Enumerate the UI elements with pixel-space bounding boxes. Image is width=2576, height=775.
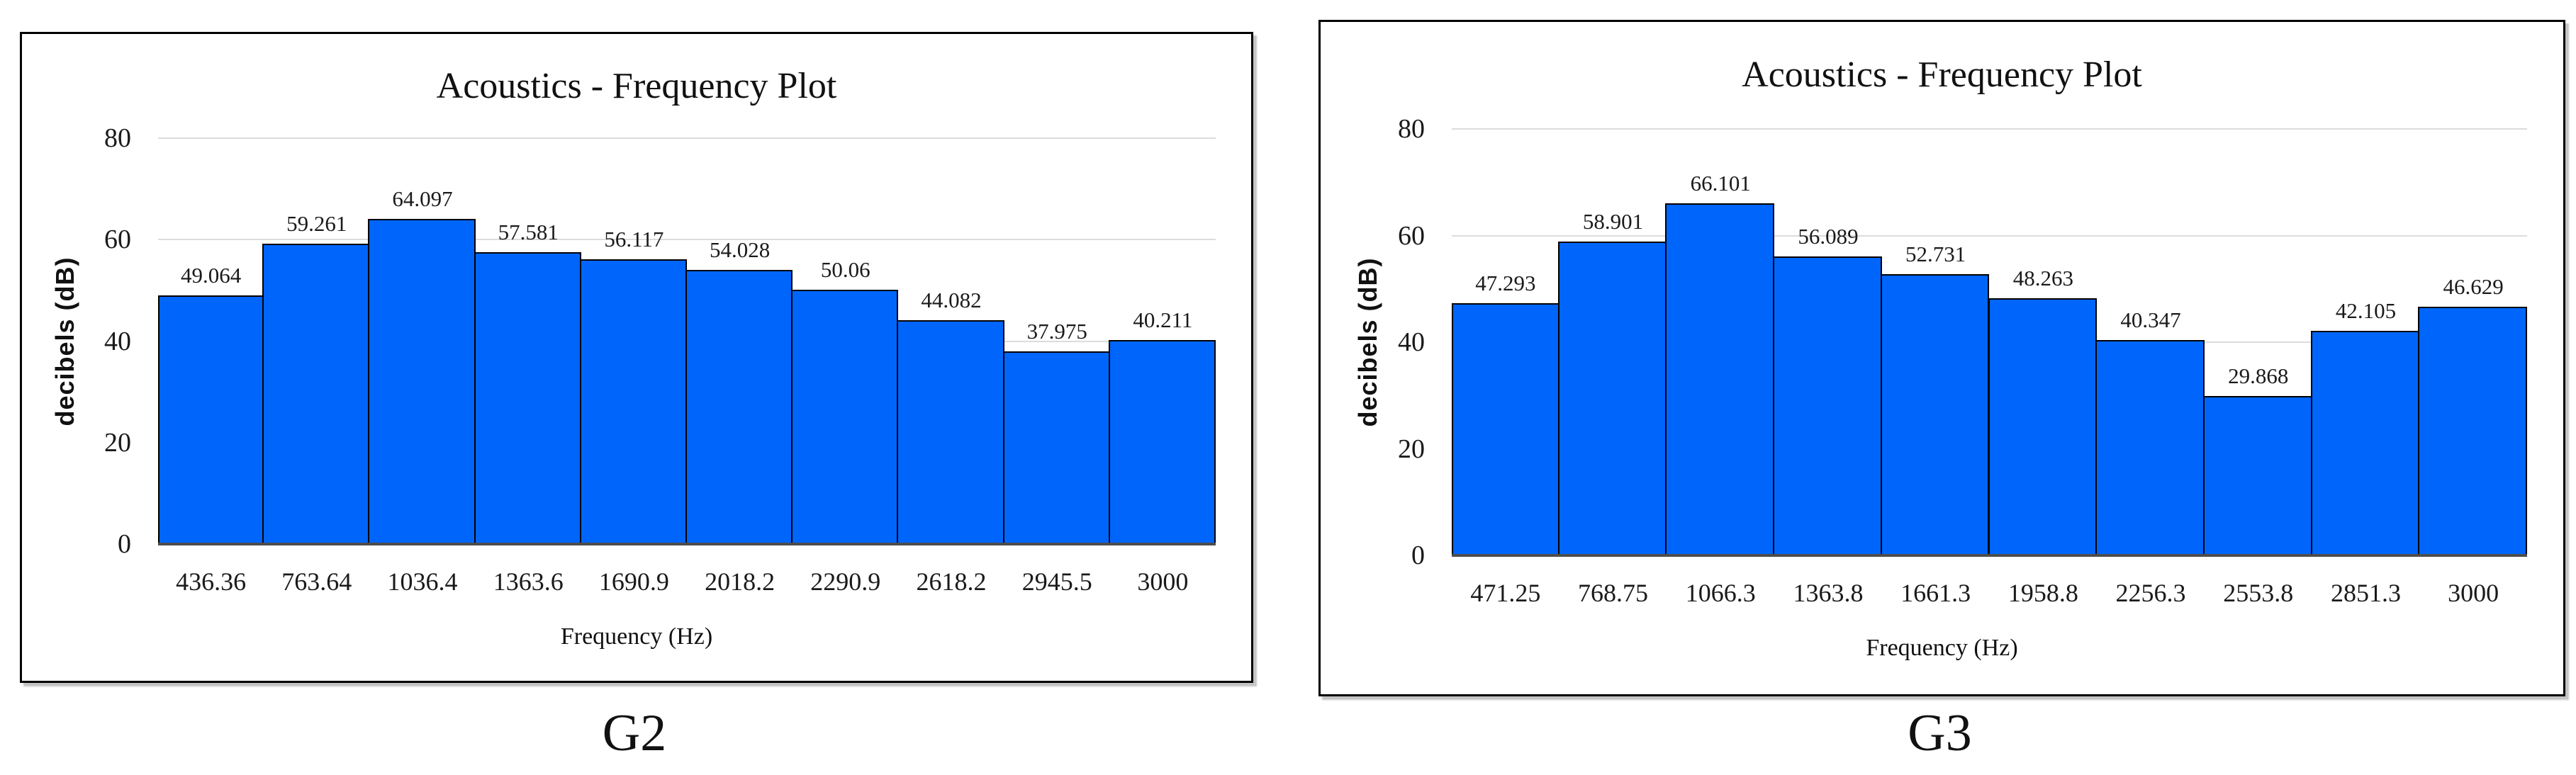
bar-471.25hz	[1452, 303, 1559, 555]
x-axis-title: Frequency (Hz)	[560, 623, 713, 650]
x-tick-label: 763.64	[281, 567, 352, 596]
y-tick-label: 0	[118, 529, 131, 559]
bar-value-label: 42.105	[2335, 298, 2397, 324]
bar-value-label: 40.211	[1133, 307, 1193, 332]
x-tick-label: 2553.8	[2223, 579, 2294, 607]
chart-title: Acoustics - Frequency Plot	[436, 66, 837, 106]
x-tick-label: 1066.3	[1685, 579, 1756, 607]
chart-panel-g2: Acoustics - Frequency Plot decibels (dB)…	[20, 32, 1253, 683]
y-tick-label: 20	[1398, 434, 1425, 464]
panel-caption-g3: G3	[1908, 704, 1972, 762]
bar-value-label: 56.089	[1798, 223, 1859, 249]
y-tick-label: 80	[1398, 114, 1425, 144]
bar-value-label: 54.028	[709, 237, 771, 263]
x-tick-label: 1661.3	[1900, 579, 1971, 607]
bar-value-label: 56.117	[604, 227, 664, 252]
bar-value-label: 47.293	[1475, 271, 1536, 296]
bar-value-label: 40.347	[2120, 307, 2181, 333]
bar-1036.4hz	[368, 218, 476, 544]
plot-area: 49.064 59.261 64.097 57.581 56.117 54.028 50.0…	[158, 137, 1216, 545]
gridline-80	[1452, 128, 2527, 130]
bar-763.64hz	[262, 243, 370, 544]
chart-panel-g3: Acoustics - Frequency Plot decibels (dB)…	[1318, 20, 2565, 696]
panel-caption-g2: G2	[602, 704, 667, 762]
bar-value-label: 59.261	[286, 210, 347, 236]
x-tick-label: 2618.2	[916, 567, 987, 596]
gridline-80	[158, 137, 1216, 139]
bar-2945.5hz	[1002, 351, 1110, 544]
x-axis-line	[158, 543, 1216, 545]
gridline-60	[158, 239, 1216, 241]
y-tick-label: 80	[104, 123, 131, 153]
bar-2553.8hz	[2202, 396, 2312, 555]
bar-value-label: 29.868	[2228, 363, 2289, 389]
bar-1363.8hz	[1773, 256, 1882, 555]
bar-2290.9hz	[791, 290, 899, 544]
x-tick-label: 2290.9	[810, 567, 881, 596]
x-tick-label: 3000	[2448, 579, 2499, 607]
x-tick-label: 2256.3	[2115, 579, 2186, 607]
bar-2618.2hz	[897, 320, 1004, 544]
bar-value-label: 37.975	[1026, 319, 1087, 344]
bar-value-label: 58.901	[1582, 208, 1644, 234]
y-tick-label: 60	[1398, 220, 1425, 251]
x-tick-label: 436.36	[176, 567, 247, 596]
bar-2851.3hz	[2310, 331, 2420, 555]
x-tick-label: 2018.2	[705, 567, 775, 596]
y-tick-label: 20	[104, 427, 131, 458]
x-tick-label: 768.75	[1578, 579, 1649, 607]
bar-value-label: 46.629	[2443, 274, 2504, 300]
x-tick-label: 2851.3	[2330, 579, 2401, 607]
x-tick-label: 1036.4	[387, 567, 458, 596]
bar-1661.3hz	[1880, 274, 1990, 555]
bar-value-label: 52.731	[1905, 242, 1966, 267]
bar-value-label: 57.581	[498, 219, 559, 244]
x-axis-line	[1452, 554, 2527, 557]
bar-value-label: 48.263	[2012, 265, 2073, 290]
plot-area: 47.293 58.901 66.101 56.089 52.731 48.263 40.3…	[1452, 128, 2527, 557]
bar-1690.9hz	[579, 259, 687, 544]
x-tick-label: 2945.5	[1021, 567, 1092, 596]
bar-2256.3hz	[2095, 340, 2205, 555]
bar-436.36hz	[158, 295, 264, 544]
bar-768.75hz	[1557, 241, 1667, 555]
bar-1958.8hz	[1988, 298, 2098, 555]
bar-1066.3hz	[1665, 203, 1775, 555]
bar-value-label: 50.06	[820, 257, 870, 283]
y-tick-label: 40	[1398, 327, 1425, 357]
y-tick-label: 40	[104, 326, 131, 356]
bar-3000hz	[1108, 340, 1216, 544]
x-tick-label: 471.25	[1470, 579, 1541, 607]
x-tick-label: 1363.8	[1793, 579, 1864, 607]
x-tick-label: 1958.8	[2007, 579, 2078, 607]
bar-1363.6hz	[474, 251, 581, 544]
x-tick-label: 1363.6	[493, 567, 564, 596]
bar-3000hz	[2418, 307, 2527, 555]
x-tick-label: 3000	[1137, 567, 1189, 596]
bar-value-label: 66.101	[1690, 170, 1751, 196]
bar-value-label: 64.097	[392, 186, 453, 211]
x-tick-label: 1690.9	[598, 567, 669, 596]
chart-title: Acoustics - Frequency Plot	[1742, 55, 2142, 95]
y-tick-label: 0	[1411, 541, 1425, 570]
x-axis-title: Frequency (Hz)	[1866, 635, 2018, 661]
y-tick-label: 60	[104, 225, 131, 255]
bar-value-label: 44.082	[921, 288, 982, 313]
gridline-60	[1452, 234, 2527, 237]
bar-2018.2hz	[685, 270, 793, 544]
bar-value-label: 49.064	[180, 262, 242, 288]
